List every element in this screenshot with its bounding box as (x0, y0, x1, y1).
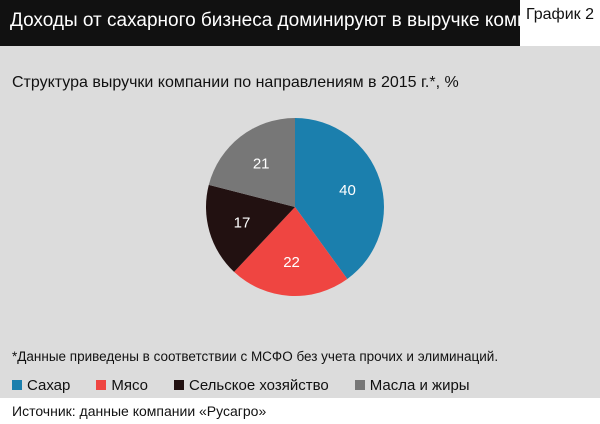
chart-number-label: График 2 (525, 6, 594, 23)
footnote: *Данные приведены в соответствии с МСФО … (12, 349, 499, 364)
legend-swatch (96, 380, 107, 390)
pie-slice-4 (208, 118, 295, 207)
header-title: Доходы от сахарного бизнеса доминируют в… (10, 10, 570, 31)
legend-label: Мясо (111, 376, 148, 394)
legend-label: Масла и жиры (369, 376, 470, 394)
legend-item-2: Мясо (96, 377, 148, 394)
pie-slice-label-2: 22 (283, 254, 300, 271)
header: Доходы от сахарного бизнеса доминируют в… (0, 0, 600, 46)
legend-label: Сахар (27, 376, 71, 394)
pie-slice-label-4: 21 (253, 155, 270, 172)
source-bar: Источник: данные компании «Русагро» (0, 398, 600, 424)
legend-item-4: Масла и жиры (354, 376, 470, 394)
legend-label: Сельское хозяйство (189, 376, 329, 394)
legend-swatch (12, 380, 22, 390)
source-text: Источник: данные компании «Русагро» (12, 403, 267, 419)
pie-slice-1 (295, 118, 384, 280)
legend-swatch (354, 380, 365, 390)
pie-slice-label-1: 40 (339, 182, 356, 199)
chart-number-tag: График 2 (520, 0, 600, 46)
legend-item-1: Сахар (12, 377, 70, 394)
legend-swatch (174, 380, 184, 390)
chart-title: Структура выручки компании по направлени… (12, 74, 459, 91)
pie-slice-2 (234, 207, 348, 296)
pie-slice-label-3: 17 (234, 214, 251, 231)
legend-item-3: Сельское хозяйство (174, 377, 329, 394)
legend: Сахар Мясо Сельское хозяйство Масла и жиры (12, 376, 496, 394)
pie-slice-3 (206, 184, 295, 272)
header-bar: Доходы от сахарного бизнеса доминируют в… (0, 0, 570, 46)
